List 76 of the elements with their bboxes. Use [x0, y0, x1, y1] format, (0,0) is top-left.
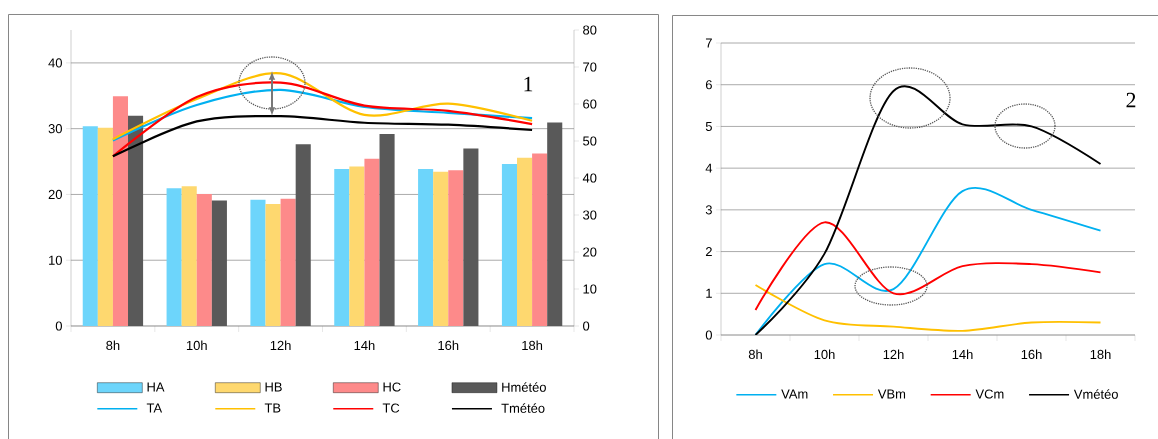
y2-tick-label: 60	[583, 99, 597, 109]
y-tick-label: 7	[705, 38, 712, 48]
x-tick-label: 8h	[748, 349, 762, 360]
y-tick-label: 1	[706, 288, 712, 298]
y2-tick-label: 70	[583, 62, 597, 72]
x-tick-label: 12h	[270, 340, 291, 350]
annotation: 2	[1126, 92, 1136, 108]
y2-tick-label: 10	[583, 284, 597, 294]
line-series	[754, 221, 1102, 311]
bar	[463, 148, 479, 326]
x-tick-label: 8h	[106, 340, 120, 351]
bar	[97, 127, 113, 326]
bar	[196, 193, 212, 326]
legend-label: TC	[382, 403, 400, 413]
line-series	[754, 283, 1102, 332]
y-tick-label: 40	[48, 58, 62, 68]
y-tick-label: 30	[48, 124, 62, 134]
legend-label: VAm	[781, 389, 808, 399]
bar	[418, 169, 434, 326]
bar	[547, 122, 563, 326]
bar	[448, 170, 464, 326]
legend-label: TB	[264, 403, 281, 413]
x-tick-label: 10h	[814, 349, 835, 360]
x-tick-label: 14h	[354, 340, 375, 350]
legend-label: Tmétéo	[501, 403, 545, 413]
bar	[501, 163, 517, 326]
bar	[112, 96, 129, 326]
legend-label: HC	[383, 382, 401, 392]
bar	[295, 144, 311, 326]
bar	[211, 200, 227, 326]
bar	[433, 171, 449, 326]
y-tick-label: 20	[48, 189, 62, 200]
bar	[334, 169, 350, 326]
x-tick-label: 16h	[438, 340, 459, 351]
y-tick-label: 6	[705, 80, 712, 90]
legend-label: Vmétéo	[1073, 389, 1118, 399]
y-tick-label: 4	[705, 163, 713, 173]
x-tick-label: 12h	[883, 349, 904, 359]
y2-tick-label: 80	[583, 25, 597, 35]
x-tick-label: 14h	[952, 349, 973, 359]
bar	[379, 133, 395, 326]
legend-label: VBm	[877, 389, 906, 399]
legend-label: HA	[147, 382, 165, 392]
y-tick-label: 0	[705, 330, 712, 340]
bar	[364, 158, 380, 326]
bar	[517, 157, 533, 326]
line-series	[111, 114, 534, 158]
line-series	[111, 72, 534, 141]
x-tick-label: 18h	[1090, 349, 1111, 360]
y-tick-label: 5	[705, 121, 712, 131]
legend-label: TA	[146, 403, 163, 413]
y-tick-label: 10	[49, 255, 62, 265]
annotation: 1	[524, 76, 533, 92]
bar	[82, 126, 98, 326]
y2-tick-label: 30	[583, 210, 597, 220]
bar	[128, 115, 144, 326]
x-tick-label: 16h	[1021, 349, 1042, 360]
y2-tick-label: 40	[582, 173, 597, 183]
bar	[265, 203, 281, 326]
bar	[280, 198, 296, 326]
x-tick-label: 10h	[186, 340, 207, 351]
y-tick-label: 3	[705, 205, 712, 215]
bar	[349, 166, 365, 326]
y-tick-label: 2	[705, 247, 712, 257]
y2-tick-label: 20	[583, 247, 597, 257]
bar	[250, 199, 266, 326]
legend-label: VCm	[975, 389, 1004, 399]
x-tick-label: 18h	[522, 340, 543, 351]
bar	[166, 188, 182, 326]
legend-label: Hmétéo	[502, 382, 546, 392]
y2-tick-label: 50	[583, 136, 597, 146]
legend-label: HB	[265, 382, 282, 392]
bar	[181, 186, 197, 326]
bar	[532, 153, 548, 326]
y-tick-label: 0	[55, 321, 62, 331]
y2-tick-label: 0	[583, 321, 590, 331]
